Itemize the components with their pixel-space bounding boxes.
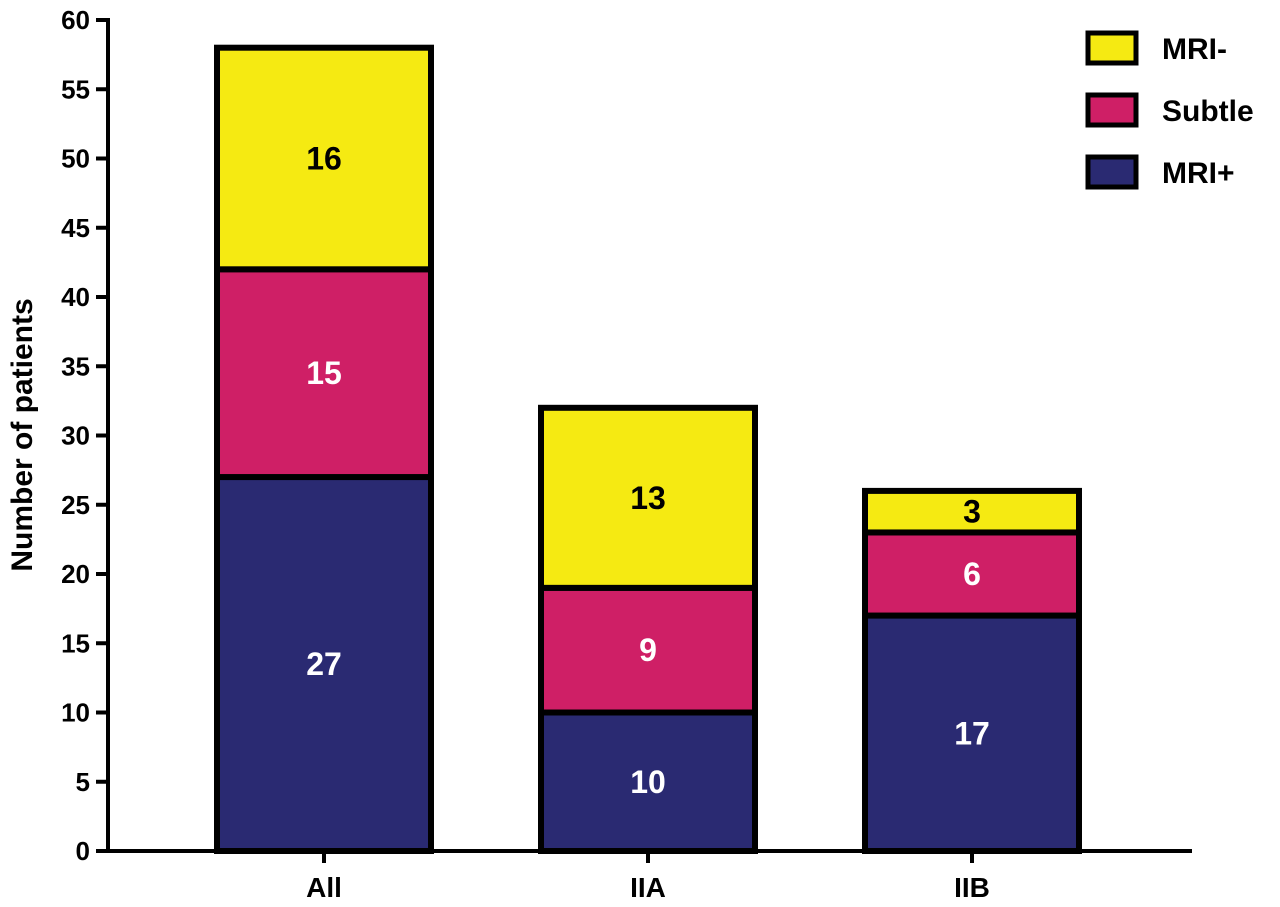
legend-label: Subtle: [1162, 95, 1254, 128]
x-tick-label: IIB: [954, 872, 990, 903]
data-label: 9: [639, 632, 657, 668]
y-tick-label: 10: [61, 698, 90, 728]
x-tick-label: IIA: [630, 872, 666, 903]
legend-label: MRI+: [1162, 157, 1235, 190]
bar-segment-iia-mriminus: [538, 709, 758, 854]
bar-segment-all-mriminus: [214, 474, 434, 854]
data-label: 6: [963, 556, 981, 592]
y-tick-label: 40: [61, 282, 90, 312]
data-label: 13: [630, 480, 666, 516]
y-tick-label: 30: [61, 421, 90, 451]
y-tick-label: 15: [61, 628, 90, 658]
y-tick-label: 0: [76, 836, 90, 866]
bar-segment-iia-mriminus: [538, 404, 758, 591]
bar-segment-iib-subtle: [862, 529, 1082, 619]
data-label: 27: [306, 646, 342, 682]
data-label: 17: [954, 715, 990, 751]
legend-swatch: [1085, 154, 1139, 190]
data-label: 3: [963, 494, 981, 530]
y-tick-label: 50: [61, 144, 90, 174]
data-label: 16: [306, 141, 342, 177]
y-tick-label: 5: [76, 767, 90, 797]
legend-label: MRI-: [1162, 33, 1227, 66]
data-label: 15: [306, 355, 342, 391]
y-tick-label: 20: [61, 559, 90, 589]
bar-segment-all-subtle: [214, 266, 434, 481]
y-tick-label: 45: [61, 213, 90, 243]
x-tick-label: All: [306, 872, 342, 903]
legend: MRI- Subtle MRI+: [1085, 30, 1254, 190]
y-tick-label: 35: [61, 351, 90, 381]
bar-segment-all-mriminus: [214, 44, 434, 273]
axes: 0 5 10 15 20 25 30 35 40 45 50 55 60 All IIA IIB: [61, 5, 1192, 903]
y-tick-label: 25: [61, 490, 90, 520]
y-tick-label: 55: [61, 74, 90, 104]
y-axis-label: Number of patients: [6, 298, 39, 571]
legend-swatch: [1085, 92, 1139, 128]
data-label: 10: [630, 764, 666, 800]
bar-segment-iib-mriminus: [862, 487, 1082, 536]
y-tick-label: 60: [61, 5, 90, 35]
legend-swatch: [1085, 30, 1139, 66]
bars: 27 15 16 10 9 13 17 6 3: [214, 44, 1082, 854]
